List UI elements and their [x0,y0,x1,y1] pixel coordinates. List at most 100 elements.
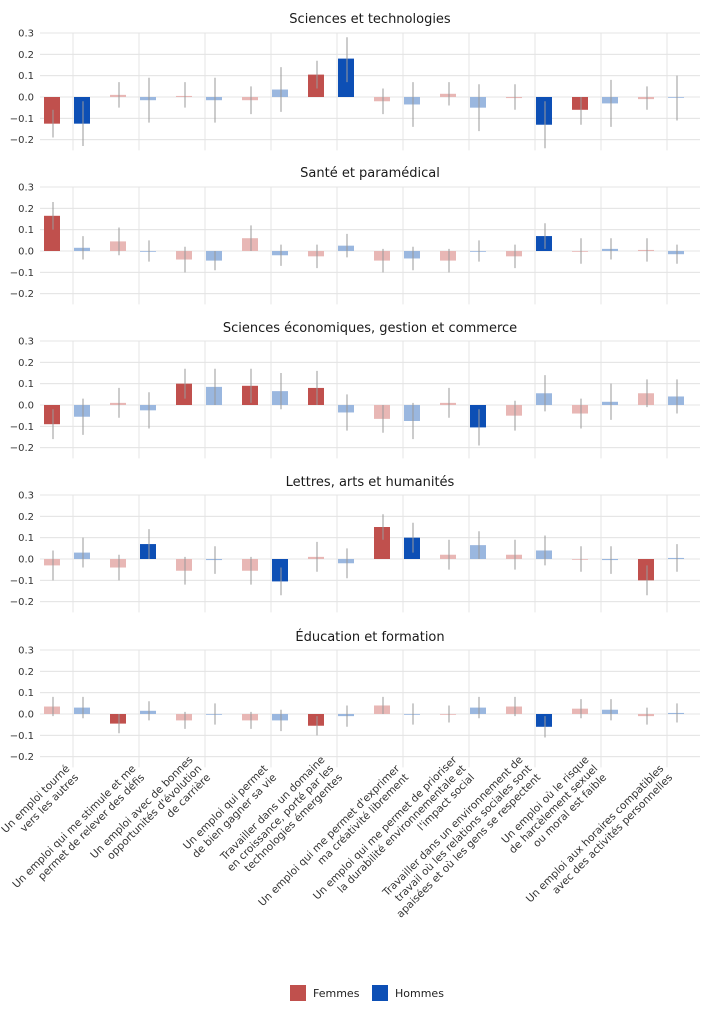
y-tick-label: 0.1 [18,533,34,544]
y-tick-label: −0.1 [10,731,34,742]
bar-femmes [308,714,324,726]
bar-hommes [536,97,552,125]
bar-femmes [506,706,522,714]
bar-hommes [668,251,684,255]
y-tick-label: −0.2 [10,597,34,608]
bar-femmes [110,402,126,405]
bar-hommes [338,714,354,717]
bar-hommes [206,714,222,715]
bar-hommes [470,545,486,559]
y-tick-label: 0.1 [18,225,34,236]
bar-hommes [470,251,486,252]
y-tick-label: 0.3 [18,491,34,502]
panel-title: Sciences et technologies [289,12,451,27]
bar-hommes [206,386,222,405]
y-tick-label: 0.0 [18,710,34,721]
bar-femmes [638,249,654,251]
bar-hommes [470,707,486,714]
panel-title: Lettres, arts et humanités [286,475,455,490]
y-tick-label: −0.2 [10,752,34,763]
bar-hommes [404,97,420,105]
bar-femmes [44,97,60,124]
bar-hommes [74,552,90,559]
bar-femmes [110,241,126,251]
bar-femmes [638,714,654,717]
bar-femmes [506,251,522,257]
bar-femmes [440,93,456,97]
bar-hommes [668,557,684,559]
panel-title: Éducation et formation [295,629,444,645]
bar-hommes [140,405,156,411]
bar-femmes [572,405,588,414]
bar-hommes [272,714,288,721]
legend-swatch-hommes [372,985,388,1001]
bar-femmes [242,714,258,721]
y-tick-label: 0.3 [18,337,34,348]
bar-hommes [140,544,156,559]
bar-femmes [374,527,390,559]
bar-hommes [602,248,618,251]
y-tick-label: −0.1 [10,268,34,279]
y-tick-label: 0.0 [18,555,34,566]
bar-hommes [140,251,156,252]
bar-hommes [404,251,420,259]
bar-hommes [206,97,222,101]
bar-femmes [506,405,522,416]
bar-femmes [44,559,60,566]
bar-femmes [572,97,588,110]
bar-hommes [140,97,156,101]
bar-femmes [440,402,456,405]
bar-femmes [374,97,390,102]
bar-hommes [338,58,354,97]
bar-hommes [338,559,354,564]
bar-hommes [404,714,420,715]
bar-femmes [176,251,192,260]
bar-femmes [242,385,258,405]
bar-hommes [338,405,354,413]
bar-hommes [470,97,486,108]
bar-hommes [404,405,420,421]
bar-hommes [536,550,552,559]
bar-hommes [140,710,156,714]
y-tick-label: −0.1 [10,576,34,587]
bar-hommes [206,251,222,261]
bar-femmes [176,383,192,405]
bar-hommes [536,236,552,251]
bar-hommes [602,401,618,405]
bar-femmes [242,238,258,251]
bar-hommes [404,537,420,559]
y-tick-label: 0.2 [18,358,34,369]
bar-hommes [272,391,288,405]
y-tick-label: 0.2 [18,512,34,523]
legend-swatch-femmes [290,985,306,1001]
bar-femmes [110,559,126,568]
bar-femmes [572,559,588,560]
bar-femmes [374,705,390,714]
bar-femmes [572,708,588,714]
bar-hommes [74,405,90,417]
y-tick-label: 0.1 [18,688,34,699]
panel-title: Sciences économiques, gestion et commerc… [223,321,517,336]
y-tick-label: 0.3 [18,29,34,40]
y-tick-label: 0.0 [18,93,34,104]
bar-hommes [668,712,684,714]
bar-hommes [602,559,618,561]
bar-femmes [308,556,324,559]
bar-femmes [572,251,588,252]
bar-hommes [74,97,90,124]
bar-hommes [272,89,288,97]
y-tick-label: 0.3 [18,646,34,657]
bar-hommes [536,393,552,405]
bar-hommes [206,559,222,561]
bar-femmes [506,554,522,559]
bar-femmes [176,95,192,97]
bar-femmes [374,251,390,261]
bar-hommes [74,247,90,251]
bar-femmes [44,405,60,425]
bar-femmes [440,554,456,559]
y-tick-label: 0.1 [18,71,34,82]
bar-femmes [638,393,654,405]
bar-femmes [506,97,522,99]
bar-femmes [308,251,324,257]
